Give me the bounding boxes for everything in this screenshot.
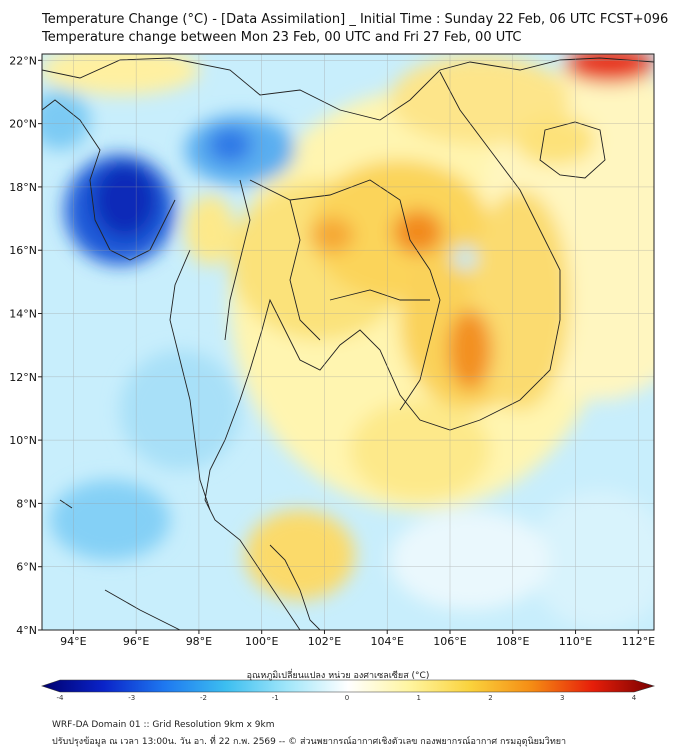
lon-tick-label: 112°E [622, 635, 655, 648]
lat-tick-label: 18°N [9, 181, 37, 194]
lon-tick-label: 110°E [559, 635, 592, 648]
colorbar-tick-label: 1 [417, 694, 421, 702]
map-subtitle: Temperature change between Mon 23 Feb, 0… [42, 30, 522, 45]
colorbar-tick-label: 3 [560, 694, 564, 702]
lon-tick-label: 104°E [371, 635, 404, 648]
map-title: Temperature Change (°C) - [Data Assimila… [42, 12, 669, 27]
lon-tick-label: 106°E [433, 635, 466, 648]
latitude-axis: 22°N 20°N 18°N 16°N 14°N 12°N 10°N 8°N 6°N 4°N [9, 54, 42, 637]
colorbar-tick-label: -1 [272, 694, 279, 702]
lat-tick-label: 22°N [9, 54, 37, 67]
lat-tick-label: 10°N [9, 434, 37, 447]
colorbar-tick-label: -3 [128, 694, 135, 702]
graticule [42, 54, 654, 630]
colorbar-tick-label: -4 [57, 694, 65, 702]
lat-tick-label: 20°N [9, 118, 37, 131]
longitude-axis: 94°E 96°E 98°E 100°E 102°E 104°E 106°E 108°E 110… [60, 630, 655, 648]
colorbar: -4 -3 -2 -1 0 1 2 3 4 [41, 679, 656, 702]
footer-credit: ปรับปรุงข้อมูล ณ เวลา 13:00น. วัน อา. ที… [52, 737, 567, 747]
colorbar-tick-label: 4 [632, 694, 637, 702]
lon-tick-label: 96°E [123, 635, 149, 648]
coastlines [42, 57, 654, 630]
colorbar-tick-label: 0 [345, 694, 349, 702]
lat-tick-label: 4°N [16, 624, 37, 637]
colorbar-title: อุณหภูมิเปลี่ยนแปลง หน่วย องศาเซลเซียส (… [246, 671, 430, 681]
lon-tick-label: 100°E [245, 635, 278, 648]
colorbar-tick-label: -2 [200, 694, 207, 702]
lon-tick-label: 102°E [308, 635, 341, 648]
colorbar-tick-label: 2 [488, 694, 492, 702]
lon-tick-label: 108°E [496, 635, 529, 648]
lat-tick-label: 6°N [16, 561, 37, 574]
lat-tick-label: 16°N [9, 244, 37, 257]
colorbar-ticks: -4 -3 -2 -1 0 1 2 3 4 [57, 694, 637, 702]
colorbar-bar [41, 679, 656, 693]
lat-tick-label: 14°N [9, 308, 37, 321]
footer-model-info: WRF-DA Domain 01 :: Grid Resolution 9km … [52, 720, 275, 730]
lon-tick-label: 94°E [60, 635, 86, 648]
temperature-field [42, 54, 654, 630]
lat-tick-label: 12°N [9, 371, 37, 384]
lat-tick-label: 8°N [16, 497, 37, 510]
lon-tick-label: 98°E [186, 635, 212, 648]
map-border [41, 53, 655, 631]
